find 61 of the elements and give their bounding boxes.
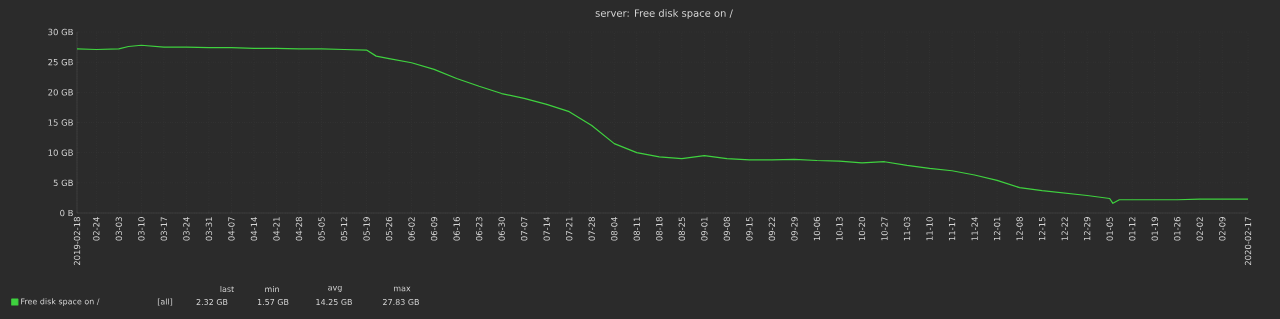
x-tick-label: 06-30	[498, 217, 505, 241]
y-tick-label: 30 GB	[48, 28, 73, 36]
x-tick-label: 02-09	[1219, 217, 1226, 241]
x-tick-label: 04-14	[250, 217, 258, 241]
x-tick-label: 12-15	[1038, 217, 1046, 241]
x-tick-label: 2019-02-18	[73, 217, 81, 266]
y-tick-label: 25 GB	[48, 58, 73, 66]
x-tick-label: 01-12	[1129, 217, 1136, 241]
x-tick-label: 2020-02-17	[1244, 217, 1252, 266]
x-tick-label: 12-08	[1016, 217, 1023, 241]
x-tick-label: 12-29	[1083, 217, 1091, 241]
x-tick-label: 07-14	[543, 217, 550, 241]
x-tick-label: 09-15	[746, 217, 753, 241]
x-tick-label: 10-06	[813, 217, 821, 241]
x-tick-label: 10-13	[836, 217, 843, 241]
x-tick-label: 09-29	[791, 217, 798, 241]
x-tick-label: 02-02	[1196, 217, 1203, 241]
y-tick-label: 0 B	[60, 209, 73, 217]
x-tick-label: 06-23	[475, 217, 483, 241]
x-tick-label: 07-21	[566, 217, 573, 241]
x-tick-label: 01-26	[1174, 217, 1181, 241]
x-tick-label: 03-24	[183, 217, 190, 241]
x-tick-label: 03-17	[160, 217, 168, 241]
x-tick-label: 06-09	[430, 217, 438, 241]
x-tick-label: 11-17	[948, 217, 956, 241]
x-tick-label: 08-25	[678, 217, 686, 241]
x-tick-label: 09-08	[723, 217, 731, 241]
x-tick-label: 08-04	[611, 217, 618, 241]
x-tick-label: 10-27	[881, 217, 888, 241]
x-tick-label: 12-22	[1061, 217, 1068, 241]
x-tick-label: 12-01	[993, 217, 1001, 241]
chart-title: server: Free disk space on /	[595, 9, 733, 19]
y-tick-label: 10 GB	[48, 149, 73, 156]
x-tick-label: 03-10	[138, 217, 145, 241]
x-tick-label: 03-31	[205, 217, 213, 241]
y-tick-label: 20 GB	[48, 89, 73, 96]
x-tick-label: 08-11	[633, 217, 640, 241]
x-tick-label: 10-20	[858, 217, 866, 241]
x-tick-label: 11-03	[903, 217, 911, 241]
x-tick-label: 04-28	[295, 217, 303, 241]
x-tick-label: 01-19	[1151, 217, 1158, 241]
y-tick-label: 15 GB	[48, 119, 73, 126]
x-tick-label: 05-19	[363, 217, 370, 241]
x-tick-label: 08-18	[656, 217, 663, 241]
x-tick-label: 04-21	[273, 217, 280, 241]
x-tick-label: 11-24	[971, 217, 978, 241]
x-tick-label: 04-07	[228, 217, 235, 241]
x-tick-label: 06-16	[453, 217, 460, 241]
x-tick-label: 09-01	[701, 217, 708, 241]
x-tick-label: 11-10	[926, 217, 933, 241]
x-tick-label: 07-28	[588, 217, 595, 241]
x-tick-label: 06-02	[408, 217, 415, 241]
y-tick-label: 5 GB	[53, 179, 73, 187]
x-tick-label: 09-22	[768, 217, 776, 241]
x-tick-label: 05-12	[340, 217, 348, 241]
x-tick-label: 07-07	[520, 217, 528, 241]
x-tick-label: 05-05	[318, 217, 325, 241]
x-tick-label: 02-24	[93, 217, 100, 241]
x-tick-label: 01-05	[1106, 217, 1113, 241]
x-tick-label: 05-26	[385, 217, 393, 241]
x-tick-label: 03-03	[115, 217, 123, 241]
